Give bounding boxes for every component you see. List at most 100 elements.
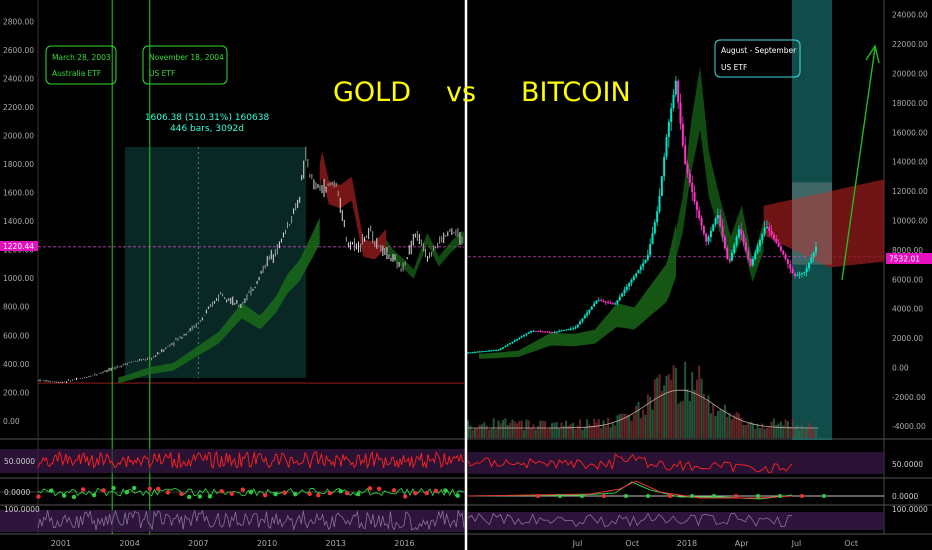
btc-macd-dot — [580, 494, 584, 498]
gold-y-tick-label: 200.00 — [3, 388, 29, 397]
btc-candle — [702, 225, 705, 234]
btc-volume-ma — [468, 389, 819, 429]
btc-price-tag: 7532.01 — [886, 253, 932, 264]
btc-cloud-bull — [478, 223, 676, 359]
btc-candle — [691, 182, 694, 193]
btc-candle — [625, 286, 628, 290]
btc-candle — [639, 266, 642, 270]
btc-candle — [782, 250, 785, 255]
gold-cloud-bear — [319, 151, 387, 260]
btc-macd-dot — [646, 494, 650, 498]
btc-volume-bar — [742, 424, 745, 438]
btc-candle — [511, 341, 514, 344]
btc-candle — [681, 123, 684, 146]
btc-candle — [572, 328, 575, 330]
btc-candle — [665, 137, 668, 157]
btc-candle — [777, 242, 780, 247]
gold-price-tag: 1220.44 — [0, 241, 38, 251]
btc-y-tick-label: 20000.00 — [892, 69, 928, 78]
btc-volume-bar — [805, 426, 808, 438]
btc-candle — [488, 350, 491, 352]
btc-volume-bar — [667, 374, 670, 438]
btc-candle — [597, 300, 600, 302]
btc-volume-bar — [677, 403, 680, 438]
btc-candle — [763, 227, 766, 234]
btc-volume-bar — [467, 420, 469, 438]
btc-volume-bar — [642, 409, 645, 438]
gold-y-tick-label: 0.00 — [3, 417, 20, 426]
btc-candle — [693, 192, 696, 202]
btc-volume-bar — [712, 403, 715, 438]
gold-macd-dot — [179, 491, 184, 496]
btc-candle — [784, 254, 787, 260]
gold-x-tick-label: 2013 — [326, 539, 346, 548]
gold-macd-dot — [61, 493, 67, 498]
btc-candle — [560, 330, 563, 332]
btc-candle — [709, 230, 712, 238]
btc-candle — [635, 273, 638, 277]
btc-candle — [749, 258, 752, 266]
annotation-label: US ETF — [721, 63, 747, 72]
btc-candle — [674, 80, 677, 95]
gold-macd-dot — [240, 487, 245, 492]
btc-macd-dot — [690, 494, 694, 498]
btc-volume-bar — [735, 411, 738, 438]
btc-rsi-line — [467, 453, 793, 473]
btc-volume-bar — [772, 418, 775, 438]
gold-macd-dot — [367, 486, 373, 491]
btc-candle — [765, 227, 768, 229]
btc-candle — [768, 227, 771, 232]
btc-volume-bar — [495, 429, 498, 438]
btc-candle — [499, 348, 502, 350]
btc-candle — [686, 164, 689, 174]
btc-volume-bar — [502, 420, 505, 438]
btc-candle — [471, 352, 474, 354]
gold-y-tick-label: 1600.00 — [3, 189, 34, 198]
gold-y-tick-label: 2000.00 — [3, 132, 34, 141]
btc-macd-dot — [602, 494, 606, 498]
btc-candle — [555, 331, 558, 333]
btc-volume-bar — [770, 421, 773, 438]
btc-volume-bar — [476, 428, 479, 438]
svg-text:1220.44: 1220.44 — [3, 242, 34, 251]
btc-volume-bar — [789, 426, 792, 438]
btc-volume-bar — [784, 419, 787, 438]
btc-volume-bar — [593, 418, 596, 438]
btc-volume-bar — [798, 429, 801, 438]
btc-volume-bar — [572, 422, 575, 438]
btc-candle — [789, 263, 792, 269]
btc-candle — [483, 351, 486, 353]
btc-candle — [586, 312, 589, 316]
btc-candle — [805, 268, 808, 273]
btc-volume-bar — [544, 421, 547, 438]
btc-candle — [716, 215, 719, 219]
btc-y-tick-label: 22000.00 — [892, 40, 928, 49]
btc-volume-bar — [763, 428, 766, 438]
btc-candle — [646, 255, 649, 260]
gold-macd-dot — [91, 492, 97, 498]
btc-volume-bar — [616, 415, 619, 438]
btc-candle — [485, 350, 488, 352]
btc-candle — [621, 293, 624, 297]
btc-volume-bar — [707, 395, 710, 438]
gold-macd-dot — [197, 494, 203, 499]
gold-macd-dot — [111, 485, 116, 491]
btc-volume-bar — [777, 423, 780, 438]
btc-y-tick-label: 6000.00 — [892, 275, 923, 284]
btc-volume-bar — [733, 414, 736, 438]
btc-volume-bar — [539, 420, 542, 438]
btc-candle — [523, 334, 526, 337]
btc-volume-bar — [604, 426, 607, 438]
btc-candle — [551, 331, 554, 333]
btc-volume-bar — [761, 423, 764, 438]
gold-macd-dot — [327, 490, 333, 496]
btc-volume-bar — [656, 377, 659, 438]
btc-volume-bar — [497, 420, 500, 438]
btc-candle — [574, 327, 577, 329]
btc-volume-bar — [684, 361, 687, 438]
btc-macd-dot — [712, 494, 716, 498]
btc-macd-dot — [800, 494, 804, 498]
btc-candle — [758, 240, 761, 247]
btc-volume-bar — [768, 427, 771, 438]
